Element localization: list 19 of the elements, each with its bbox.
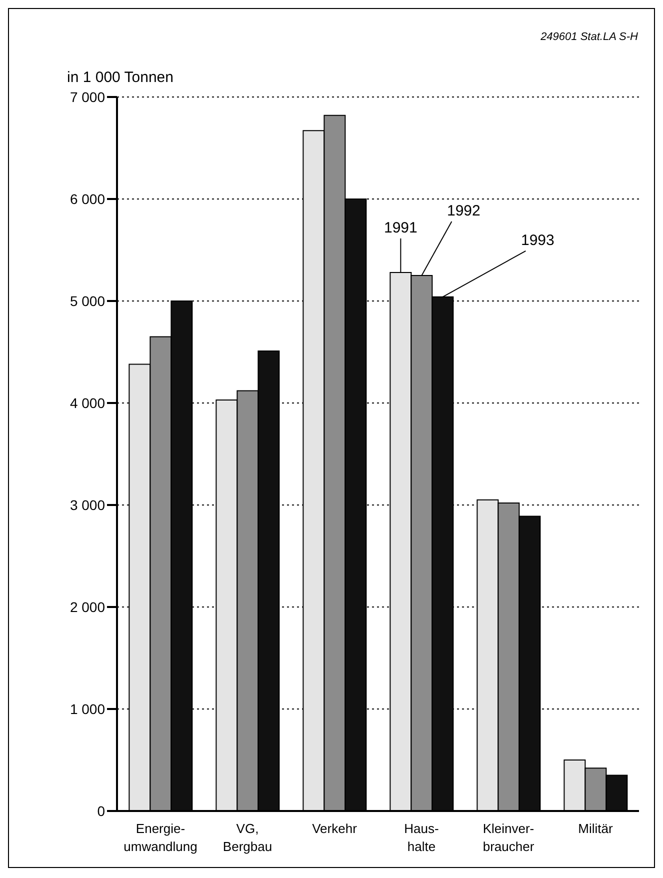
text: 1993 (520, 232, 554, 249)
y-tick-label: 6 000 (70, 190, 106, 207)
y-axis-title: in 1 000 Tonnen (67, 69, 174, 86)
x-tick-label: Verkehr (312, 821, 358, 836)
x-tick-label: Kleinver- braucher (482, 821, 535, 854)
y-tick-label: 2 000 (70, 598, 106, 615)
y-tick-label: 5 000 (70, 292, 106, 309)
text: 1992 (446, 202, 480, 220)
y-tick-label: 3 000 (70, 496, 106, 513)
y-tick-label: 0 (97, 802, 106, 819)
text: 249601 Stat.LA S-H (540, 31, 638, 43)
y-tick-label: 1 000 (70, 700, 106, 717)
text: 1991 (384, 219, 418, 236)
x-tick-label: VG, Bergbau (222, 821, 272, 854)
y-tick-label: 7 000 (70, 88, 106, 105)
y-tick-label: 4 000 (70, 394, 106, 411)
x-tick-label: Haus- halte (404, 821, 439, 854)
x-tick-label: Energie- umwandlung (124, 821, 198, 854)
x-tick-label: Militär (578, 821, 614, 836)
